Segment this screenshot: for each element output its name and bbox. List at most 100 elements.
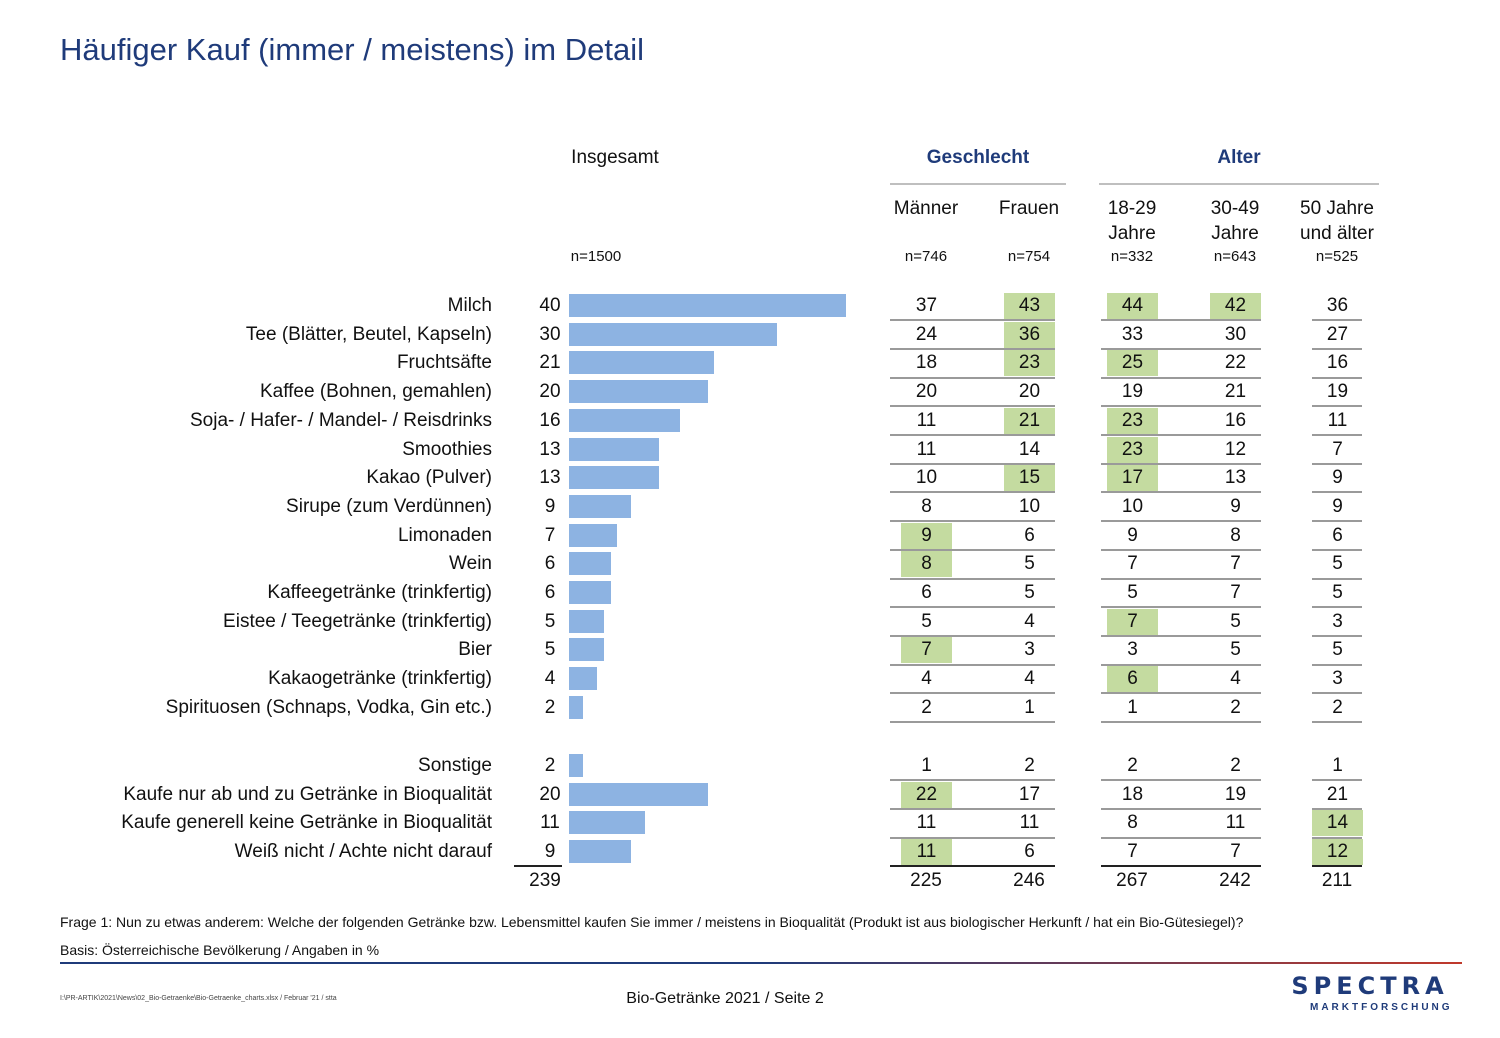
table-cell: 10 — [1121, 495, 1144, 517]
table-cell: 19 — [1224, 783, 1247, 805]
spectra-logo: SPECTRA MARKTFORSCHUNG — [1270, 972, 1470, 1013]
bar-value-label: 5 — [544, 610, 556, 632]
row-label: Eistee / Teegetränke (trinkfertig) — [223, 610, 492, 632]
table-cell: 23 — [1004, 350, 1055, 377]
table-cell: 12 — [1224, 438, 1247, 460]
table-cell: 7 — [1127, 841, 1138, 863]
row-separator — [1210, 865, 1260, 868]
row-separator — [890, 634, 1054, 637]
row-separator — [1003, 376, 1055, 379]
table-cell: 27 — [1326, 323, 1349, 345]
row-label: Kaffeegetränke (trinkfertig) — [267, 582, 492, 603]
row-separator — [1101, 376, 1261, 379]
table-cell: 2 — [921, 696, 932, 718]
table-cell: 10 — [915, 467, 938, 489]
row-separator — [1312, 577, 1362, 580]
table-cell: 7 — [901, 637, 952, 664]
page-title: Häufiger Kauf (immer / meistens) im Deta… — [60, 32, 644, 67]
table-cell: 11 — [916, 438, 937, 460]
total-value: 239 — [529, 870, 561, 891]
table-cell: 22 — [901, 781, 952, 808]
table-cell: 1 — [921, 755, 932, 776]
table-cell: 5 — [1332, 639, 1343, 661]
row-separator — [1210, 491, 1260, 494]
table-cell: 8 — [901, 551, 952, 578]
row-separator — [1312, 865, 1362, 868]
table-cell: 4 — [921, 668, 932, 690]
table-cell: 1 — [1024, 696, 1035, 718]
row-separator — [1210, 347, 1260, 350]
table-cell: 14 — [1312, 810, 1363, 837]
table-cell: 21 — [1326, 783, 1349, 805]
row-label: Milch — [447, 295, 492, 316]
table-cell: 21 — [1224, 381, 1247, 403]
table-cell: 21 — [1004, 407, 1055, 434]
table-cell: 37 — [915, 295, 938, 316]
row-separator — [1312, 663, 1362, 666]
table-cell: 12 — [1312, 839, 1363, 866]
table-cell: 19 — [1326, 381, 1349, 403]
table-cell: 2 — [1024, 755, 1035, 776]
bar — [569, 380, 708, 404]
table-cell: 25 — [1107, 350, 1158, 377]
page-footer: Bio-Getränke 2021 / Seite 2 — [626, 990, 824, 1007]
row-separator — [1101, 347, 1261, 350]
table-cell: 9 — [1332, 467, 1343, 489]
row-separator — [890, 577, 1054, 580]
row-separator — [1003, 807, 1055, 810]
column-n: n=332 — [1110, 248, 1154, 265]
table-cell: 5 — [921, 610, 932, 632]
table-cell: 2 — [1332, 696, 1343, 718]
row-separator — [1210, 405, 1260, 408]
table-cell: 23 — [1107, 407, 1158, 434]
row-separator — [1101, 634, 1261, 637]
row-separator — [1003, 692, 1055, 695]
question-text: Frage 1: Nun zu etwas anderem: Welche de… — [60, 914, 1244, 930]
column-header-line1: Männer — [893, 198, 959, 219]
table-cell: 2 — [1230, 696, 1241, 718]
bar-value-label: 2 — [544, 755, 556, 776]
table-cell: 3 — [1127, 639, 1138, 661]
file-path: I:\PR-ARTIK\2021\News\02_Bio-Getraenke\B… — [60, 995, 337, 1002]
row-separator — [1312, 606, 1362, 609]
bar-value-label: 6 — [544, 553, 556, 575]
table-cell: 7 — [1107, 608, 1158, 635]
table-cell: 3 — [1024, 639, 1035, 661]
bar-value-label: 4 — [544, 668, 556, 690]
row-separator — [890, 434, 1054, 436]
bar-value-label: 40 — [539, 295, 561, 316]
column-header-line2: Jahre — [1108, 223, 1156, 244]
table-cell: 5 — [1127, 582, 1138, 603]
row-label: Kakaogetränke (trinkfertig) — [268, 668, 492, 690]
table-cell: 20 — [915, 381, 938, 403]
row-separator — [890, 520, 1054, 523]
table-cell: 11 — [901, 839, 952, 866]
table-cell: 9 — [1332, 495, 1343, 517]
table-cell: 6 — [1024, 524, 1035, 546]
row-separator — [890, 606, 1054, 609]
row-separator — [1101, 520, 1261, 523]
row-label: Spirituosen (Schnaps, Vodka, Gin etc.) — [165, 696, 492, 718]
bar — [569, 638, 604, 662]
group-gender-header: Geschlecht — [926, 147, 1030, 168]
row-label: Kaffee (Bohnen, gemahlen) — [259, 381, 492, 403]
table-cell: 5 — [1230, 639, 1241, 661]
table-cell: 5 — [1024, 553, 1035, 575]
table-cell: 7 — [1332, 438, 1343, 460]
bar-value-label: 13 — [539, 438, 561, 460]
table-cell: 1 — [1332, 755, 1343, 776]
row-separator — [1101, 721, 1261, 723]
column-n: n=754 — [1007, 248, 1051, 265]
column-header-line1: Frauen — [998, 198, 1060, 219]
table-cell: 4 — [1230, 668, 1241, 690]
row-separator — [1101, 606, 1261, 609]
row-separator — [890, 462, 1054, 465]
row-separator — [1101, 434, 1261, 436]
column-total: 246 — [1013, 870, 1045, 891]
row-label: Kakao (Pulver) — [366, 467, 492, 489]
row-separator — [1210, 634, 1260, 637]
row-separator — [1003, 577, 1055, 580]
row-separator — [1003, 319, 1055, 322]
row-separator — [1210, 319, 1260, 322]
row-separator — [1003, 405, 1055, 408]
